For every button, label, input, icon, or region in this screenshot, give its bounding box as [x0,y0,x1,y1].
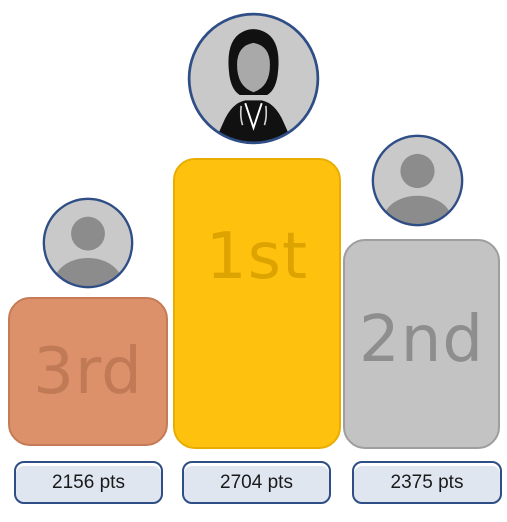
score-badge-third: 2156 pts [14,461,163,504]
rank-label-second: 2nd [359,303,484,377]
score-badge-second: 2375 pts [352,461,502,504]
default-user-icon [371,134,464,227]
podium-second-place: 2nd [343,239,500,449]
default-user-icon [42,197,134,289]
rank-label-first: 1st [205,220,309,294]
score-badge-first: 2704 pts [182,461,331,504]
rank-label-third: 3rd [33,334,143,409]
podium-first-place: 1st [173,158,341,449]
person-silhouette-portrait-icon [187,12,320,145]
podium-third-place: 3rd [8,297,168,446]
